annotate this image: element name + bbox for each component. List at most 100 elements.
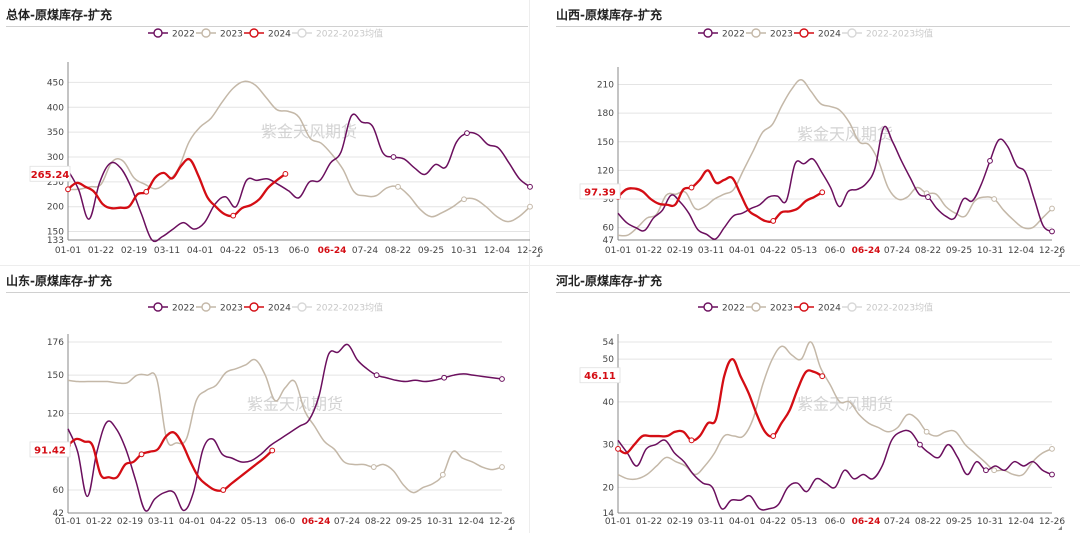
series-line-2022: [617, 429, 1053, 511]
series-line-2023: [67, 80, 531, 223]
y-tick-label: 350: [47, 128, 64, 138]
series-marker: [461, 196, 467, 203]
series-marker: [1049, 228, 1055, 235]
legend-label: 2023: [770, 304, 793, 314]
series-line-2024: [617, 169, 823, 223]
legend-item-2022-2023均值: 2022-2023均值: [842, 28, 933, 40]
value-annotation: 91.42: [29, 441, 71, 458]
x-tick-label: 06-0: [825, 517, 846, 527]
legend-item-2022: 2022: [148, 28, 195, 40]
series-line-2023: [67, 358, 503, 494]
legend-label: 2023: [770, 30, 793, 40]
chart-shandong: 2022202320242022-2023均值42609012015017601…: [29, 302, 515, 530]
chart-title: 山西-原煤库存-扩充: [556, 8, 662, 22]
x-tick-label: 06-0: [275, 517, 296, 527]
x-tick-label: 06-0: [825, 246, 846, 256]
y-tick-label: 176: [47, 338, 64, 348]
horizontal-divider: [0, 265, 1080, 266]
x-tick-label: 07-24: [884, 246, 910, 256]
series-marker: [923, 428, 930, 435]
y-tick-label: 150: [47, 228, 64, 238]
watermark: 紫金天风期货: [261, 122, 357, 141]
series-2022: [67, 113, 533, 243]
x-tick-label: 05-13: [791, 517, 817, 527]
series-2022: [617, 429, 1055, 511]
legend-marker: [153, 28, 163, 38]
x-tick-label: 03-11: [698, 246, 724, 256]
title-underline: [6, 292, 528, 293]
x-tick-label: 12-04: [1008, 246, 1034, 256]
legend-marker: [703, 28, 713, 38]
series-marker: [65, 186, 71, 193]
x-tick-label: 12-26: [489, 517, 515, 527]
y-tick-label: 120: [597, 166, 614, 176]
legend-label: 2024: [818, 304, 841, 314]
legend-label: 2022: [172, 30, 195, 40]
series-marker: [527, 183, 533, 190]
legend-label: 2023: [220, 304, 243, 314]
x-tick-label: 04-01: [187, 246, 213, 256]
watermark: 紫金天风期货: [797, 395, 893, 414]
series-marker: [615, 445, 621, 452]
legend-marker: [297, 302, 307, 312]
legend-label: 2024: [818, 30, 841, 40]
legend-label: 2022-2023均值: [866, 28, 933, 40]
legend-label: 2022-2023均值: [316, 28, 383, 40]
legend-label: 2022-2023均值: [316, 302, 383, 314]
legend-label: 2022-2023均值: [866, 302, 933, 314]
x-tick-label: 12-26: [517, 246, 543, 256]
x-tick-label: 12-26: [1039, 517, 1065, 527]
legend-item-2023: 2023: [196, 302, 243, 314]
legend-item-2022: 2022: [698, 302, 745, 314]
chart-title: 山东-原煤库存-扩充: [6, 274, 112, 288]
y-tick-label: 250: [47, 178, 64, 188]
series-marker: [143, 188, 150, 195]
legend-item-2023: 2023: [196, 28, 243, 40]
series-marker: [395, 183, 401, 190]
legend-label: 2022: [172, 304, 195, 314]
legend-item-2022: 2022: [148, 302, 195, 314]
chart-panel-shanxi: 山西-原煤库存-扩充 2022 2023 2024 2022-2023均值 47 60 90…: [540, 0, 1080, 266]
y-tick-label: 50: [603, 355, 615, 365]
x-tick-label: 06-0: [289, 246, 310, 256]
series-line-2022: [67, 343, 503, 512]
series-line-2024: [67, 431, 274, 492]
series-2023: [617, 79, 1055, 237]
chart-panel-hebei: 河北-原煤库存-扩充 2022 2023 2024 2022-2023均值 14 20 30…: [540, 266, 1080, 533]
value-annotation: 265.24: [29, 165, 71, 182]
x-tick-label: 02-19: [667, 517, 693, 527]
y-tick-label: 150: [47, 371, 64, 381]
y-tick-label: 180: [597, 109, 614, 119]
series-marker: [464, 130, 470, 137]
legend-marker: [847, 28, 857, 38]
x-tick-label: 09-25: [396, 517, 422, 527]
value-annotation-text: 91.42: [34, 445, 66, 456]
x-tick-label: 02-19: [667, 246, 693, 256]
series-2023: [67, 358, 505, 494]
x-tick-label: 03-11: [148, 517, 174, 527]
y-tick-label: 14: [603, 509, 615, 519]
watermark: 紫金天风期货: [797, 125, 893, 144]
legend-item-2022: 2022: [698, 28, 745, 40]
x-tick-label: 09-25: [418, 246, 444, 256]
series-marker: [991, 196, 998, 202]
value-annotation: 97.39: [579, 183, 621, 200]
legend-marker: [201, 28, 211, 38]
chart-panel-shandong: 山东-原煤库存-扩充 2022202320242022-2023均值426090…: [0, 266, 540, 533]
chart-panel-total: 总体-原煤库存-扩充 2022 2023 2024 2022-2023均值 133 150…: [0, 0, 543, 266]
x-tick-label: 01-01: [55, 517, 81, 527]
series-marker: [688, 184, 695, 191]
series-2023: [67, 80, 533, 223]
x-tick-label: 01-01: [605, 517, 631, 527]
series-2022: [617, 125, 1055, 240]
series-marker: [499, 376, 505, 382]
series-marker: [499, 464, 505, 470]
value-annotation: 46.11: [579, 367, 621, 384]
series-marker: [1049, 471, 1055, 478]
corner-handle: [1058, 526, 1062, 530]
x-tick-label: 09-25: [946, 517, 972, 527]
legend-marker: [703, 302, 713, 312]
x-tick-label: 03-11: [698, 517, 724, 527]
series-line-2024: [67, 157, 287, 218]
x-tick-label: 01-01: [605, 246, 631, 256]
